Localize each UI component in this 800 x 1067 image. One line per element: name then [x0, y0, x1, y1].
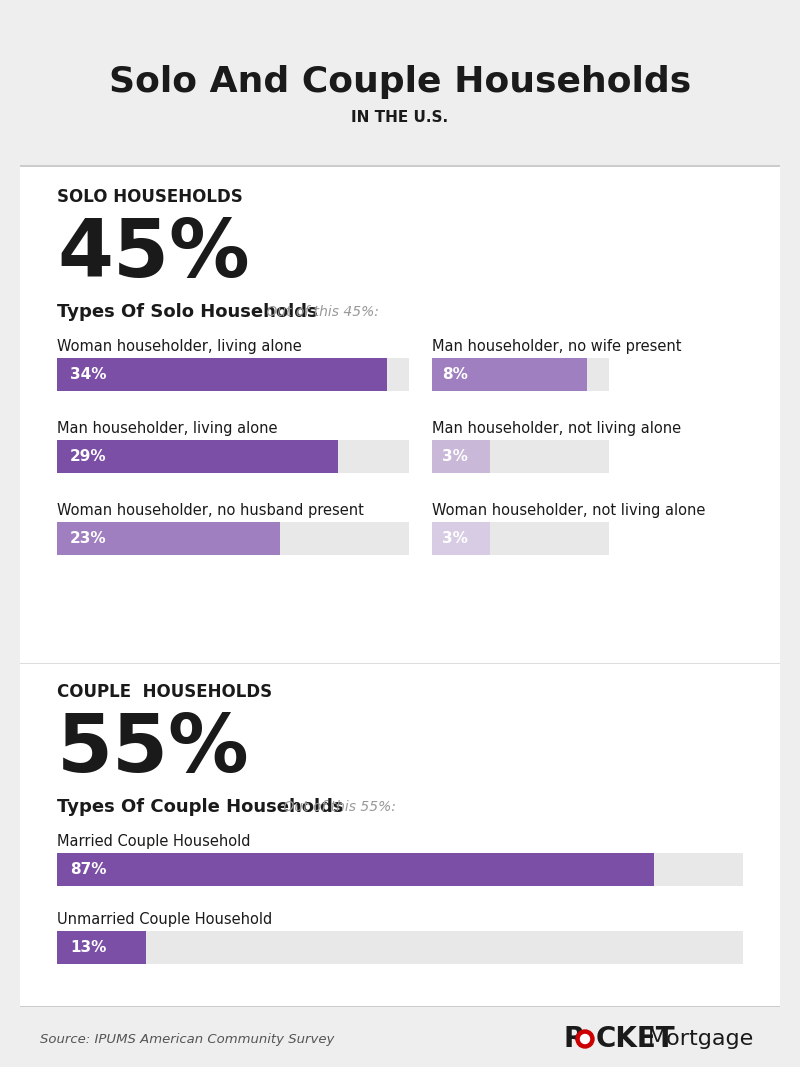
Text: Woman householder, not living alone: Woman householder, not living alone [432, 503, 706, 517]
Bar [432, 359, 587, 391]
Bar [20, 107, 780, 1007]
Bar [57, 522, 280, 555]
Text: SOLO HOUSEHOLDS: SOLO HOUSEHOLDS [57, 188, 242, 206]
Text: Types Of Solo Households: Types Of Solo Households [57, 303, 318, 321]
Bar [432, 359, 609, 391]
Text: 3%: 3% [442, 449, 468, 464]
Text: Married Couple Household: Married Couple Household [57, 834, 250, 849]
Text: Woman householder, living alone: Woman householder, living alone [57, 339, 302, 354]
Text: Types Of Couple Households: Types Of Couple Households [57, 798, 343, 816]
Bar [57, 440, 409, 473]
Bar [57, 931, 146, 964]
Text: Out of this 55%:: Out of this 55%: [279, 800, 396, 814]
Text: CKET: CKET [596, 1025, 676, 1053]
Text: Unmarried Couple Household: Unmarried Couple Household [57, 912, 272, 927]
Text: COUPLE  HOUSEHOLDS: COUPLE HOUSEHOLDS [57, 683, 272, 701]
Bar [20, 60, 780, 168]
Bar [432, 440, 609, 473]
Text: Out of this 45%:: Out of this 45%: [262, 305, 379, 319]
Text: 8%: 8% [442, 367, 468, 382]
Text: Man householder, no wife present: Man householder, no wife present [432, 339, 682, 354]
Bar [57, 853, 654, 886]
Text: 34%: 34% [70, 367, 106, 382]
Text: 55%: 55% [57, 711, 250, 789]
Text: 87%: 87% [70, 862, 106, 877]
Bar [432, 522, 490, 555]
Circle shape [576, 1030, 594, 1048]
Text: R: R [563, 1025, 584, 1053]
Bar [57, 359, 409, 391]
Text: 45%: 45% [57, 216, 250, 294]
Text: 13%: 13% [70, 940, 106, 955]
Text: 29%: 29% [70, 449, 106, 464]
Text: Source: IPUMS American Community Survey: Source: IPUMS American Community Survey [40, 1033, 334, 1046]
Bar [432, 522, 609, 555]
Bar [432, 440, 490, 473]
Bar [20, 1007, 780, 1067]
Text: Woman householder, no husband present: Woman householder, no husband present [57, 503, 364, 517]
Text: Man householder, not living alone: Man householder, not living alone [432, 421, 681, 436]
Bar [57, 440, 338, 473]
Text: Solo And Couple Households: Solo And Couple Households [109, 65, 691, 99]
Bar [20, 165, 780, 168]
Bar [57, 853, 743, 886]
Text: 3%: 3% [442, 531, 468, 546]
Text: 23%: 23% [70, 531, 106, 546]
Text: Mortgage: Mortgage [648, 1029, 754, 1049]
Bar [57, 359, 387, 391]
Text: Man householder, living alone: Man householder, living alone [57, 421, 278, 436]
Bar [57, 931, 743, 964]
Text: IN THE U.S.: IN THE U.S. [351, 110, 449, 125]
Bar [57, 522, 409, 555]
Circle shape [581, 1035, 590, 1044]
